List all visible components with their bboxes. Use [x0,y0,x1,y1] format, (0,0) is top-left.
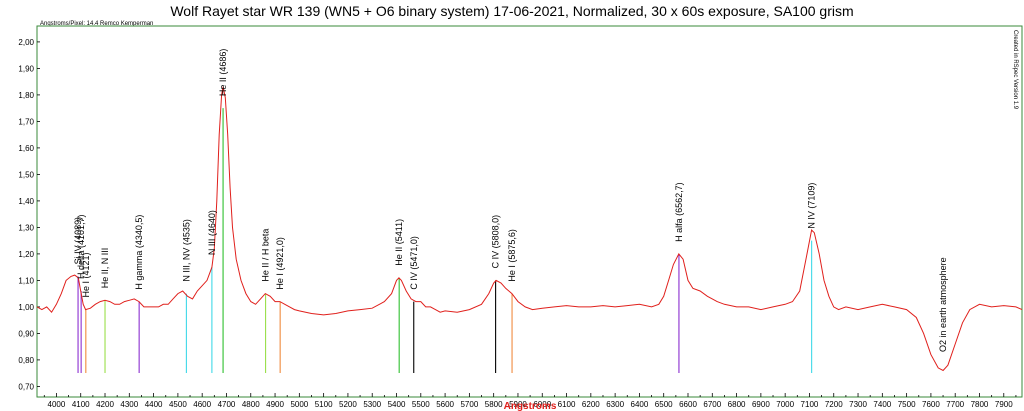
y-tick-label: 0,70 [18,382,34,391]
x-tick-label: 6900 [752,400,770,409]
x-tick-label: 7500 [898,400,916,409]
x-tick-label: 6600 [679,400,697,409]
y-tick-label: 0,80 [18,356,34,365]
x-tick-label: 5300 [363,400,381,409]
y-tick-label: 1,40 [18,197,34,206]
x-tick-label: 4600 [193,400,211,409]
x-tick-label: 4700 [218,400,236,409]
x-tick-label: 5100 [315,400,333,409]
x-tick-label: 5700 [460,400,478,409]
x-tick-label: 6100 [558,400,576,409]
y-tick-label: 1,80 [18,91,34,100]
line-markers [77,108,813,373]
x-tick-label: 4500 [169,400,187,409]
marker-label: He II (4686) [218,49,228,97]
x-tick-label: 7300 [849,400,867,409]
x-tick-label: 5000 [290,400,308,409]
x-tick-label: 4300 [120,400,138,409]
x-tick-label: 4000 [48,400,66,409]
y-tick-label: 1,20 [18,250,34,259]
chart-title: Wolf Rayet star WR 139 (WN5 + O6 binary … [170,3,853,19]
marker-label: N IV (7109) [807,183,817,229]
x-tick-label: 7800 [971,400,989,409]
y-tick-label: 0,90 [18,329,34,338]
x-tick-label: 4400 [145,400,163,409]
scale-note: Angstroms/Pixel: 14.4 Remco Kemperman [40,21,153,27]
marker-label: H alfa (6562,7) [674,182,684,242]
y-tick-label: 1,90 [18,64,34,73]
x-tick-label: 5800 [485,400,503,409]
x-tick-label: 5200 [339,400,357,409]
x-tick-label: 6400 [631,400,649,409]
y-tick-label: 2,00 [18,38,34,47]
x-tick-label: 5600 [436,400,454,409]
x-axis-label: Angstroms [504,401,557,411]
x-tick-label: 4200 [96,400,114,409]
x-tick-label: 7200 [825,400,843,409]
x-axis: 4000 4100 4200 4300 4400 4500 4600 4700 4800 4900… [43,393,1017,409]
software-note: Created in RSpec Version 1.9 [1012,30,1018,110]
marker-label: Si IV (4089) [73,217,83,265]
marker-label: He II (5411) [394,219,404,266]
spectrum-line [36,86,1023,372]
marker-label: C IV (5808,0) [491,215,501,269]
x-tick-label: 6800 [728,400,746,409]
x-tick-label: 5500 [412,400,430,409]
y-axis: 0,70 0,80 0,90 1,00 1,10 1,20 1,30 1,40 1,50 1,60… [18,38,40,391]
y-tick-label: 1,70 [18,117,34,126]
marker-label: H delta (4101,7) [76,214,86,279]
x-tick-label: 7900 [995,400,1013,409]
y-tick-label: 1,30 [18,223,34,232]
x-tick-label: 7700 [946,400,964,409]
x-tick-label: 4100 [72,400,90,409]
x-tick-label: 4900 [266,400,284,409]
marker-label: He I (4921,0) [275,237,285,290]
x-tick-label: 7600 [922,400,940,409]
x-tick-label: 6300 [606,400,624,409]
marker-label: N III (4640) [207,210,217,255]
x-tick-label: 7000 [776,400,794,409]
marker-label: N III, NV (4535) [181,219,191,282]
marker-label: H gamma (4340,5) [134,215,144,290]
marker-label: He I (5875,6) [507,229,517,282]
marker-label: C IV (5471,0) [409,236,419,290]
x-tick-label: 6500 [655,400,673,409]
marker-labels: Si IV (4089)H delta (4101,7)He I (4121) H… [73,49,948,352]
y-tick-label: 1,50 [18,170,34,179]
marker-label: He I (4121) [81,253,91,298]
x-tick-label: 7400 [873,400,891,409]
x-tick-label: 4800 [242,400,260,409]
marker-label: O2 in earth atmosphere [938,257,948,352]
plot-frame [36,25,1023,398]
x-tick-label: 5900 [509,400,527,409]
x-tick-label: 7100 [801,400,819,409]
x-tick-label: 6000 [533,400,551,409]
y-tick-label: 1,10 [18,276,34,285]
x-tick-label: 6200 [582,400,600,409]
marker-label: He II / H beta [261,229,271,282]
y-tick-label: 1,60 [18,144,34,153]
x-tick-label: 6700 [703,400,721,409]
marker-label: He II, N III [100,248,110,289]
y-tick-label: 1,00 [18,303,34,312]
x-tick-label: 5400 [388,400,406,409]
